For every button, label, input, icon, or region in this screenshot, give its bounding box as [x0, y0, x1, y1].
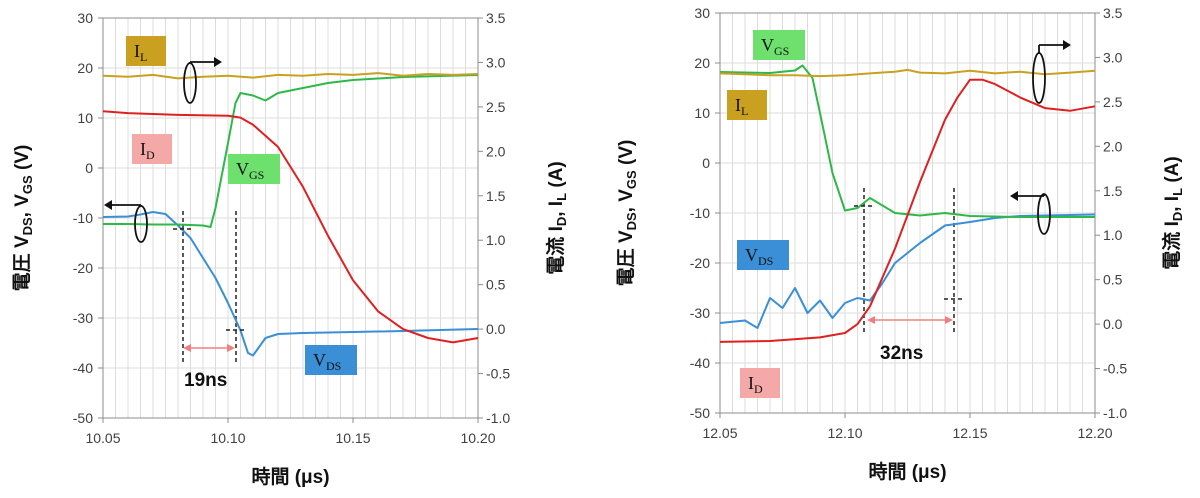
- x-tick-label: 12.15: [952, 425, 987, 441]
- y-left-axis-label: 電圧 VDS, VGS (V): [11, 145, 35, 292]
- y-left-tick-label: -40: [73, 360, 93, 376]
- y-right-tick-label: 1.5: [1103, 183, 1123, 199]
- y-right-tick-label: 3.5: [1103, 5, 1123, 21]
- chart-panel-2: -50 -40 -30 -20 -10 0 10 20 30 -1.0 -0.5 0.0 0.5 1.0 1…: [615, 5, 1185, 483]
- y-right-tick-label: 3.0: [1103, 49, 1123, 65]
- series-label-vds: VDS: [745, 245, 773, 268]
- arrow-right-icon: [214, 57, 222, 67]
- y-left-tick-label: -50: [73, 410, 93, 426]
- series-line-id: [102, 110, 479, 344]
- series-line-vds: [102, 211, 479, 357]
- y-right-tick-label: 1.0: [1103, 227, 1123, 243]
- series-label-vgs: VGS: [761, 35, 789, 58]
- y-right-tick-label: -0.5: [1103, 361, 1127, 377]
- y-left-tick-label: 30: [77, 10, 93, 26]
- series-line-vds: [719, 213, 1096, 329]
- arrow-right-icon: [1063, 40, 1071, 50]
- delay-label: 19ns: [184, 370, 227, 391]
- y-left-tick-label: 20: [77, 60, 93, 76]
- series-label-il: IL: [735, 95, 748, 118]
- y-right-tick-label: 0.5: [486, 277, 506, 293]
- y-right-axis-label: 電流 ID, IL (A): [1160, 156, 1185, 269]
- series-label-id: ID: [140, 139, 155, 162]
- delay-arrowhead-left: [183, 344, 191, 352]
- y-left-axis-label: 電圧 VDS, VGS (V): [615, 140, 639, 287]
- y-left-tick-label: 30: [694, 5, 710, 21]
- y-right-tick-label: -1.0: [1103, 405, 1127, 421]
- delay-arrowhead-right: [945, 316, 953, 324]
- x-tick-label: 12.10: [827, 425, 862, 441]
- x-axis-label: 時間 (μs): [251, 466, 329, 488]
- series-line-il: [719, 68, 1096, 78]
- y-right-tick-label: 0.0: [1103, 316, 1123, 332]
- y-left-tick-label: 20: [694, 55, 710, 71]
- arrow-left-icon: [104, 200, 112, 210]
- y-right-tick-label: 1.5: [486, 188, 506, 204]
- y-left-tick-label: -20: [73, 260, 93, 276]
- arrow-left-icon: [1010, 191, 1018, 201]
- series-label-il: IL: [134, 41, 147, 64]
- y-left-tick-label: -50: [690, 405, 710, 421]
- y-right-tick-label: 0.5: [1103, 272, 1123, 288]
- series-label-vgs: VGS: [236, 159, 264, 182]
- series-label-box: [126, 36, 166, 66]
- axis-indicator-ellipse: [1037, 193, 1051, 235]
- y-left-tick-label: -40: [690, 355, 710, 371]
- y-right-axis-label: 電流 ID, IL (A): [544, 161, 569, 274]
- x-tick-label: 12.05: [702, 425, 737, 441]
- series-label-box: [228, 154, 280, 184]
- delay-label: 32ns: [880, 343, 923, 364]
- series-label-box: [727, 90, 767, 120]
- axis-indicator-ellipse: [1032, 52, 1046, 104]
- y-left-tick-label: -10: [73, 210, 93, 226]
- y-right-tick-label: 2.0: [486, 143, 506, 159]
- series-line-vgs: [719, 64, 1095, 218]
- series-line-id: [719, 78, 1096, 343]
- y-right-tick-label: 3.5: [486, 10, 506, 26]
- series-line-il: [102, 72, 479, 80]
- y-left-tick-label: -30: [690, 305, 710, 321]
- y-left-tick-label: 0: [702, 155, 710, 171]
- series-label-box: [753, 30, 805, 60]
- y-right-tick-label: 2.0: [1103, 138, 1123, 154]
- y-left-tick-label: -10: [690, 205, 710, 221]
- x-tick-label: 12.20: [1077, 425, 1112, 441]
- delay-arrowhead-right: [227, 344, 235, 352]
- x-tick-label: 10.20: [460, 430, 495, 446]
- x-tick-label: 10.10: [210, 430, 245, 446]
- x-tick-label: 10.05: [85, 430, 120, 446]
- series-label-box: [305, 345, 357, 375]
- y-left-tick-label: -20: [690, 255, 710, 271]
- y-right-tick-label: -0.5: [486, 366, 510, 382]
- series-label-id: ID: [748, 373, 763, 396]
- y-left-tick-label: 10: [77, 110, 93, 126]
- series-label-box: [740, 368, 780, 398]
- x-axis-label: 時間 (μs): [868, 461, 946, 483]
- chart-panel-1: -50 -40 -30 -20 -10 0 10 20 30 -1.0 -0.5 0.0 0.5 1.0 1…: [11, 10, 569, 488]
- y-left-tick-label: 10: [694, 105, 710, 121]
- y-right-tick-label: 1.0: [486, 232, 506, 248]
- y-right-tick-label: 0.0: [486, 321, 506, 337]
- y-left-tick-label: -30: [73, 310, 93, 326]
- y-left-tick-label: 0: [85, 160, 93, 176]
- y-right-tick-label: 3.0: [486, 54, 506, 70]
- y-right-tick-label: -1.0: [486, 410, 510, 426]
- delay-arrowhead-left: [867, 316, 875, 324]
- series-label-box: [737, 240, 789, 270]
- x-tick-label: 10.15: [335, 430, 370, 446]
- series-label-box: [132, 134, 172, 164]
- y-right-tick-label: 2.5: [486, 99, 506, 115]
- series-line-vgs: [103, 74, 479, 228]
- series-label-vds: VDS: [313, 350, 341, 373]
- y-right-tick-label: 2.5: [1103, 94, 1123, 110]
